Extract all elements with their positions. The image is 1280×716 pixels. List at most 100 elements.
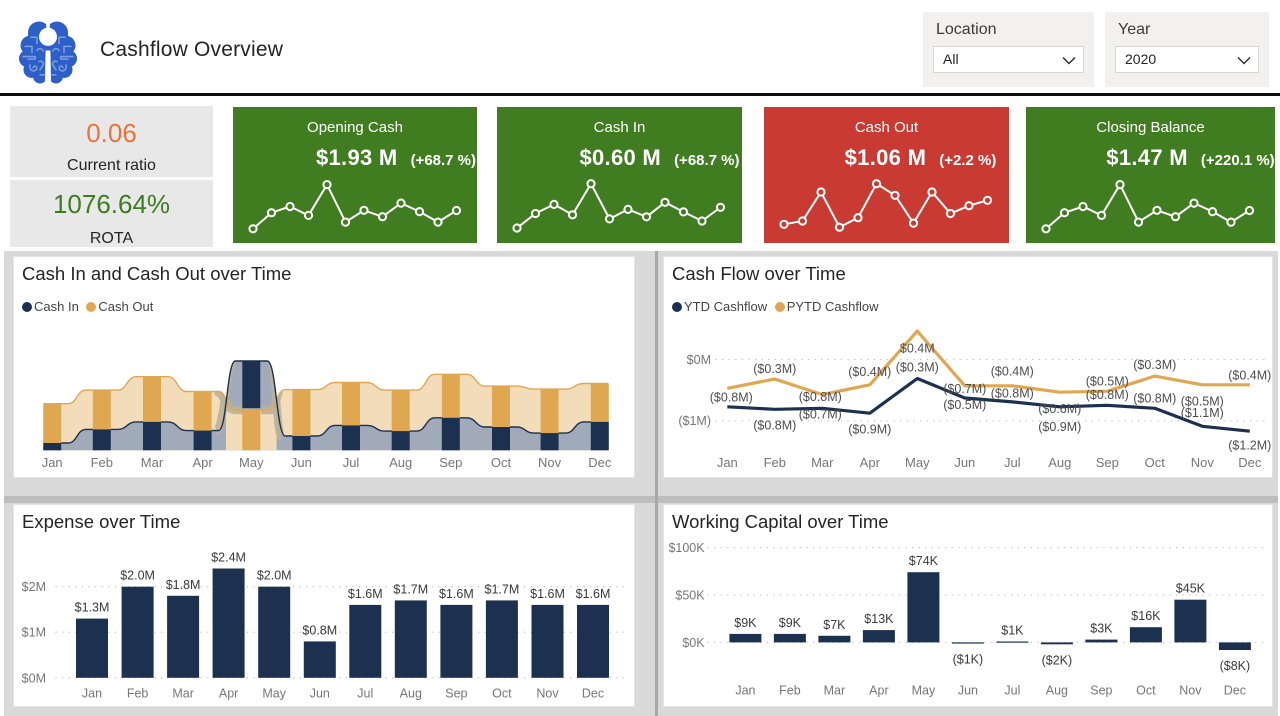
svg-text:$0.8M: $0.8M <box>302 623 337 637</box>
svg-text:$9K: $9K <box>779 616 802 630</box>
svg-text:Feb: Feb <box>779 684 801 698</box>
svg-text:Apr: Apr <box>219 687 238 701</box>
svg-text:$3K: $3K <box>1090 622 1113 636</box>
svg-text:($0.5M): ($0.5M) <box>1181 395 1224 409</box>
svg-text:($0.8M): ($0.8M) <box>710 391 753 405</box>
svg-text:($1M): ($1M) <box>678 414 711 428</box>
svg-text:$0.4M: $0.4M <box>900 342 935 356</box>
svg-text:$45K: $45K <box>1176 582 1206 596</box>
svg-text:$1.6M: $1.6M <box>439 587 474 601</box>
svg-text:($0.7M): ($0.7M) <box>943 382 986 396</box>
svg-text:($0.4M): ($0.4M) <box>848 365 891 379</box>
svg-text:May: May <box>905 455 930 470</box>
svg-text:Jun: Jun <box>954 455 975 470</box>
svg-text:Nov: Nov <box>536 687 559 701</box>
svg-text:($0.7M): ($0.7M) <box>799 407 842 421</box>
svg-text:($0.9M): ($0.9M) <box>848 423 891 437</box>
svg-text:Apr: Apr <box>192 455 213 470</box>
svg-text:Feb: Feb <box>127 687 149 701</box>
svg-text:$0M: $0M <box>687 353 711 367</box>
svg-text:$100K: $100K <box>668 541 705 555</box>
svg-text:Mar: Mar <box>172 687 194 701</box>
svg-text:May: May <box>239 455 264 470</box>
svg-text:($2K): ($2K) <box>1042 653 1073 667</box>
svg-text:Jul: Jul <box>1004 455 1021 470</box>
svg-text:Mar: Mar <box>824 684 846 698</box>
svg-text:$0M: $0M <box>22 671 46 685</box>
svg-text:Dec: Dec <box>1238 455 1262 470</box>
svg-text:Nov: Nov <box>1191 455 1215 470</box>
svg-text:Oct: Oct <box>492 687 512 701</box>
svg-text:$13K: $13K <box>864 612 894 626</box>
svg-text:May: May <box>262 687 286 701</box>
svg-text:Feb: Feb <box>91 455 113 470</box>
svg-text:$1.6M: $1.6M <box>576 587 611 601</box>
svg-text:$1.6M: $1.6M <box>348 587 383 601</box>
svg-text:$1.8M: $1.8M <box>166 578 201 592</box>
svg-text:Jun: Jun <box>958 684 978 698</box>
svg-text:Jun: Jun <box>310 687 330 701</box>
svg-text:$16K: $16K <box>1131 609 1161 623</box>
svg-text:($0.5M): ($0.5M) <box>1086 374 1129 388</box>
svg-text:($1.2M): ($1.2M) <box>1228 438 1271 452</box>
svg-text:$1K: $1K <box>1001 624 1024 638</box>
svg-text:$2.4M: $2.4M <box>211 551 246 565</box>
svg-text:Jan: Jan <box>42 455 63 470</box>
svg-text:($0.4M): ($0.4M) <box>1228 369 1271 383</box>
svg-text:Mar: Mar <box>141 455 164 470</box>
svg-text:Aug: Aug <box>389 455 412 470</box>
svg-text:($0.6M): ($0.6M) <box>1038 402 1081 416</box>
svg-text:Mar: Mar <box>811 455 834 470</box>
svg-text:($0.8M): ($0.8M) <box>799 390 842 404</box>
svg-text:$1M: $1M <box>22 626 46 640</box>
svg-text:Aug: Aug <box>1046 684 1068 698</box>
svg-text:Jul: Jul <box>343 455 360 470</box>
svg-text:$50K: $50K <box>675 589 705 603</box>
svg-text:($0.8M): ($0.8M) <box>991 387 1034 401</box>
svg-text:Aug: Aug <box>400 687 422 701</box>
svg-text:$1.7M: $1.7M <box>485 582 520 596</box>
svg-text:Jul: Jul <box>357 687 373 701</box>
svg-text:($0.3M): ($0.3M) <box>753 362 796 376</box>
svg-text:Jun: Jun <box>291 455 312 470</box>
svg-text:Sep: Sep <box>439 455 462 470</box>
svg-text:($0.8M): ($0.8M) <box>1086 388 1129 402</box>
svg-text:Nov: Nov <box>1179 684 1202 698</box>
svg-text:Apr: Apr <box>860 455 881 470</box>
svg-text:$2.0M: $2.0M <box>120 569 155 583</box>
svg-text:Oct: Oct <box>1136 684 1156 698</box>
svg-text:$2M: $2M <box>22 580 46 594</box>
svg-text:Jan: Jan <box>82 687 102 701</box>
svg-text:Jul: Jul <box>1004 684 1020 698</box>
svg-text:($1K): ($1K) <box>953 652 984 666</box>
svg-text:Dec: Dec <box>1224 684 1246 698</box>
svg-text:$1.3M: $1.3M <box>75 601 110 615</box>
svg-text:($0.3M): ($0.3M) <box>896 361 939 375</box>
svg-text:($0.5M): ($0.5M) <box>943 398 986 412</box>
svg-text:Jan: Jan <box>735 684 755 698</box>
svg-text:Nov: Nov <box>538 455 562 470</box>
svg-text:$0K: $0K <box>682 636 705 650</box>
svg-text:($0.8M): ($0.8M) <box>1133 392 1176 406</box>
svg-text:Jan: Jan <box>717 455 738 470</box>
svg-text:$1.6M: $1.6M <box>530 587 565 601</box>
svg-text:Oct: Oct <box>1145 455 1166 470</box>
svg-text:($0.8M): ($0.8M) <box>753 418 796 432</box>
svg-text:Dec: Dec <box>588 455 612 470</box>
svg-text:($0.4M): ($0.4M) <box>991 365 1034 379</box>
svg-text:($0.9M): ($0.9M) <box>1038 420 1081 434</box>
svg-text:($1.1M): ($1.1M) <box>1181 406 1224 420</box>
svg-text:Dec: Dec <box>582 687 604 701</box>
svg-text:Feb: Feb <box>764 455 786 470</box>
svg-text:May: May <box>912 684 936 698</box>
svg-text:Sep: Sep <box>1090 684 1112 698</box>
svg-text:$1.7M: $1.7M <box>393 582 428 596</box>
svg-text:$74K: $74K <box>909 554 939 568</box>
svg-text:Apr: Apr <box>869 684 888 698</box>
svg-text:($8K): ($8K) <box>1220 659 1251 673</box>
svg-text:Sep: Sep <box>445 687 467 701</box>
svg-text:$2.0M: $2.0M <box>257 569 292 583</box>
svg-text:$9K: $9K <box>734 616 757 630</box>
svg-text:Oct: Oct <box>491 455 512 470</box>
svg-text:Sep: Sep <box>1096 455 1119 470</box>
